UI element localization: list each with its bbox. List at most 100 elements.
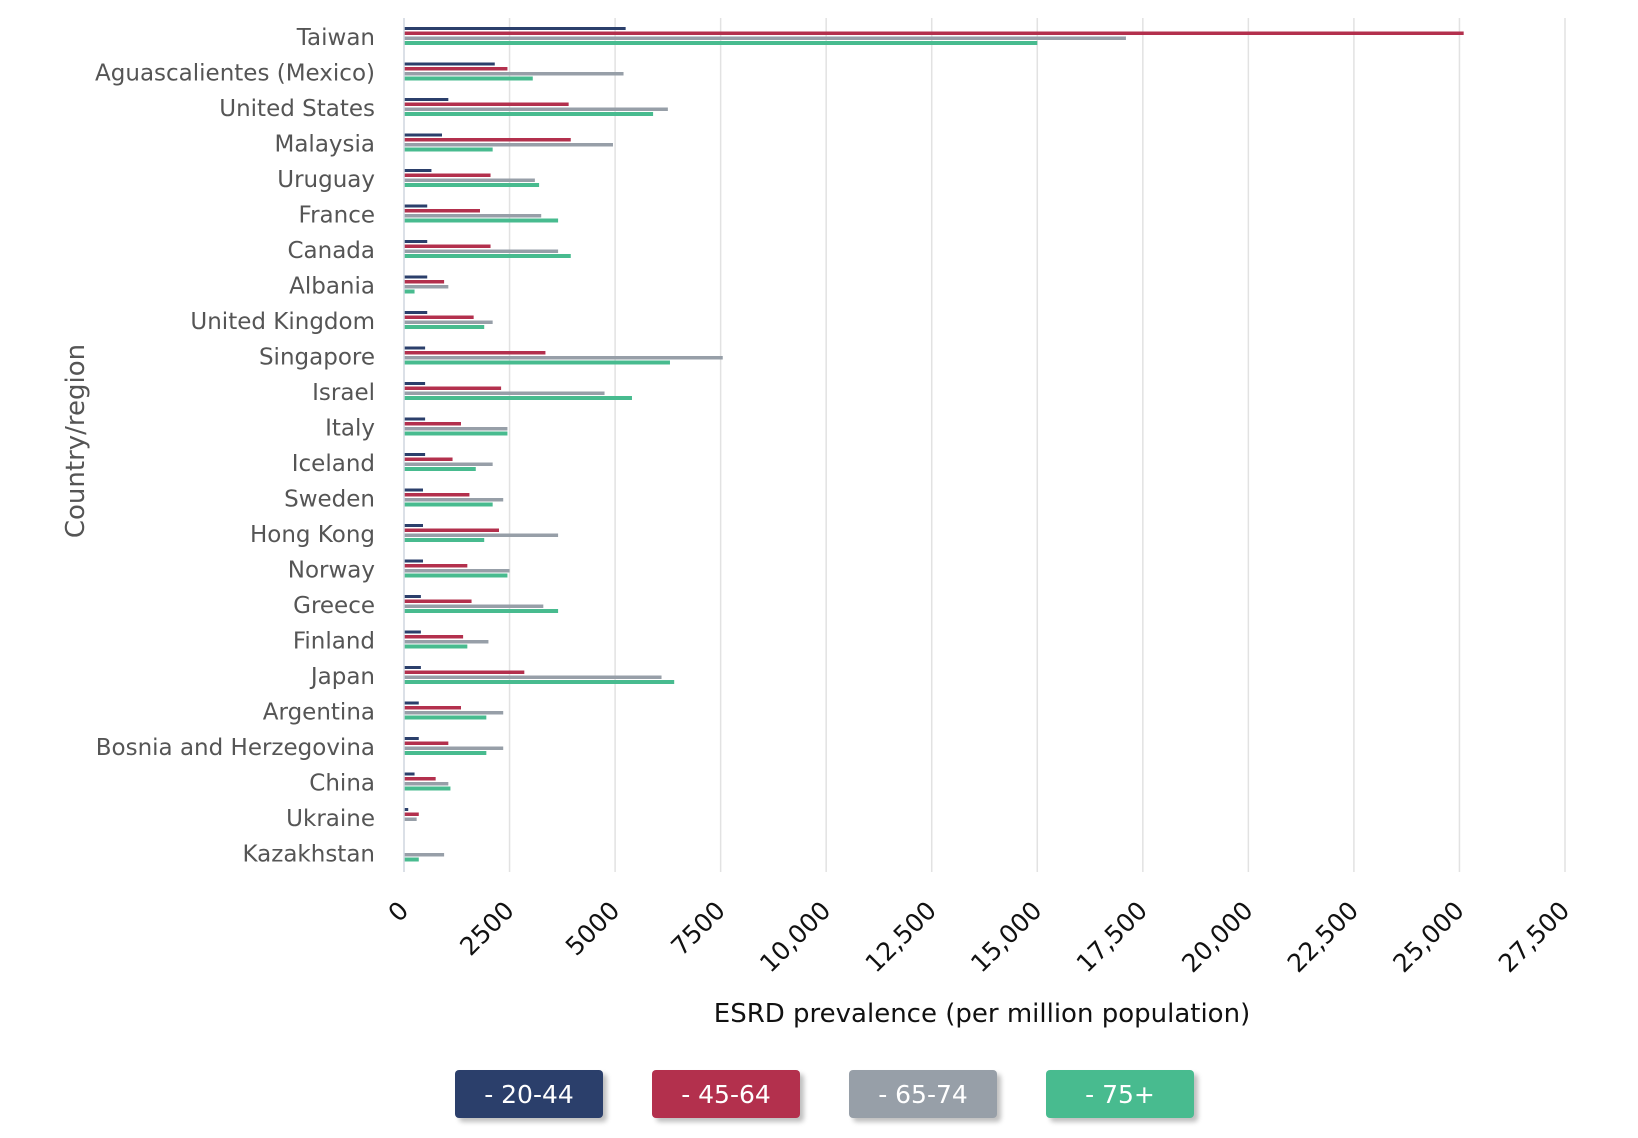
bar-kazakhstan-65-74[interactable] — [404, 853, 445, 857]
bar-bosnia-and-herzegovina-20-44[interactable] — [404, 737, 419, 740]
bar-sweden-65-74[interactable] — [404, 498, 504, 502]
bar-greece-65-74[interactable] — [404, 604, 544, 609]
bar-iceland-65-74[interactable] — [404, 462, 493, 467]
bar-ukraine-45-64[interactable] — [404, 812, 419, 817]
bar-taiwan-65-74[interactable] — [404, 36, 1126, 41]
bar-hong-kong-75+[interactable] — [404, 538, 485, 542]
bar-uruguay-65-74[interactable] — [404, 178, 535, 183]
bar-france-75+[interactable] — [404, 218, 559, 223]
bar-sweden-75+[interactable] — [404, 502, 493, 507]
bar-israel-75+[interactable] — [404, 396, 632, 400]
bar-china-45-64[interactable] — [404, 777, 436, 781]
bar-sweden-45-64[interactable] — [404, 493, 470, 497]
bar-iceland-75+[interactable] — [404, 467, 476, 471]
bar-united-kingdom-75+[interactable] — [404, 325, 485, 329]
bar-malaysia-45-64[interactable] — [404, 138, 571, 142]
bar-israel-45-64[interactable] — [404, 386, 502, 391]
bar-united-states-65-74[interactable] — [404, 107, 668, 112]
bar-argentina-75+[interactable] — [404, 715, 487, 720]
bar-singapore-20-44[interactable] — [404, 346, 426, 350]
bar-finland-65-74[interactable] — [404, 640, 489, 644]
bar-united-kingdom-20-44[interactable] — [404, 311, 428, 314]
bar-taiwan-20-44[interactable] — [404, 27, 626, 30]
bar-greece-75+[interactable] — [404, 609, 559, 613]
bar-malaysia-75+[interactable] — [404, 147, 493, 152]
bar-norway-20-44[interactable] — [404, 559, 423, 563]
bar-uruguay-45-64[interactable] — [404, 173, 491, 178]
bar-albania-75+[interactable] — [404, 289, 415, 294]
bar-israel-20-44[interactable] — [404, 382, 426, 385]
bar-uruguay-75+[interactable] — [404, 183, 540, 187]
bar-china-75+[interactable] — [404, 786, 451, 791]
bar-bosnia-and-herzegovina-75+[interactable] — [404, 751, 487, 755]
bar-canada-45-64[interactable] — [404, 244, 491, 249]
x-tick-label: 7500 — [665, 896, 730, 961]
bar-hong-kong-45-64[interactable] — [404, 528, 499, 533]
bar-united-states-20-44[interactable] — [404, 98, 449, 101]
bar-finland-20-44[interactable] — [404, 630, 421, 634]
bar-singapore-65-74[interactable] — [404, 356, 723, 360]
bar-bosnia-and-herzegovina-65-74[interactable] — [404, 746, 504, 751]
bar-bosnia-and-herzegovina-45-64[interactable] — [404, 741, 449, 746]
bar-greece-20-44[interactable] — [404, 595, 421, 598]
bar-argentina-65-74[interactable] — [404, 711, 504, 715]
bar-italy-75+[interactable] — [404, 431, 508, 436]
bar-greece-45-64[interactable] — [404, 599, 472, 604]
bar-sweden-20-44[interactable] — [404, 488, 423, 492]
bar-italy-20-44[interactable] — [404, 417, 426, 421]
bar-japan-65-74[interactable] — [404, 675, 662, 680]
bar-japan-20-44[interactable] — [404, 666, 421, 669]
bar-argentina-45-64[interactable] — [404, 706, 461, 710]
bar-hong-kong-20-44[interactable] — [404, 524, 423, 527]
legend-item-20-44[interactable]: - 20-44 — [455, 1070, 603, 1118]
bar-iceland-45-64[interactable] — [404, 457, 453, 462]
bar-united-states-75+[interactable] — [404, 112, 654, 116]
bar-norway-65-74[interactable] — [404, 569, 510, 573]
bar-japan-45-64[interactable] — [404, 670, 525, 675]
bar-aguascalientes-mexico--65-74[interactable] — [404, 72, 624, 76]
bar-japan-75+[interactable] — [404, 680, 675, 684]
bar-argentina-20-44[interactable] — [404, 701, 419, 705]
bar-norway-75+[interactable] — [404, 573, 508, 578]
bar-kazakhstan-75+[interactable] — [404, 857, 419, 862]
bar-united-kingdom-45-64[interactable] — [404, 315, 474, 320]
x-tick-label: 2500 — [454, 896, 519, 961]
bar-hong-kong-65-74[interactable] — [404, 533, 559, 538]
legend-item-75plus[interactable]: - 75+ — [1046, 1070, 1194, 1118]
bar-albania-65-74[interactable] — [404, 285, 449, 289]
bar-finland-75+[interactable] — [404, 644, 468, 649]
bar-canada-65-74[interactable] — [404, 249, 559, 254]
bar-united-kingdom-65-74[interactable] — [404, 320, 493, 325]
bar-ukraine-20-44[interactable] — [404, 808, 409, 811]
bar-aguascalientes-mexico--20-44[interactable] — [404, 62, 495, 66]
bar-norway-45-64[interactable] — [404, 564, 468, 568]
bar-canada-75+[interactable] — [404, 254, 571, 258]
bar-aguascalientes-mexico--75+[interactable] — [404, 76, 533, 81]
bar-france-20-44[interactable] — [404, 204, 428, 208]
bar-france-45-64[interactable] — [404, 209, 480, 213]
bar-israel-65-74[interactable] — [404, 391, 605, 396]
bar-malaysia-20-44[interactable] — [404, 133, 442, 137]
legend-item-65-74[interactable]: - 65-74 — [849, 1070, 997, 1118]
bar-taiwan-45-64[interactable] — [404, 31, 1464, 36]
bar-singapore-45-64[interactable] — [404, 351, 546, 355]
bar-italy-45-64[interactable] — [404, 422, 461, 426]
legend-item-45-64[interactable]: - 45-64 — [652, 1070, 800, 1118]
bar-united-states-45-64[interactable] — [404, 102, 569, 107]
bar-taiwan-75+[interactable] — [404, 41, 1038, 45]
bar-singapore-75+[interactable] — [404, 360, 670, 365]
bar-uruguay-20-44[interactable] — [404, 169, 432, 172]
bar-malaysia-65-74[interactable] — [404, 143, 613, 147]
bar-china-65-74[interactable] — [404, 782, 449, 786]
bar-albania-20-44[interactable] — [404, 275, 428, 279]
bar-aguascalientes-mexico--45-64[interactable] — [404, 67, 508, 71]
bar-ukraine-65-74[interactable] — [404, 817, 417, 822]
bar-albania-45-64[interactable] — [404, 280, 445, 284]
bar-finland-45-64[interactable] — [404, 635, 464, 639]
bar-italy-65-74[interactable] — [404, 427, 508, 431]
bar-china-20-44[interactable] — [404, 772, 415, 776]
bar-canada-20-44[interactable] — [404, 240, 428, 243]
bar-iceland-20-44[interactable] — [404, 453, 426, 456]
x-tick-label: 27,500 — [1493, 896, 1575, 978]
bar-france-65-74[interactable] — [404, 214, 542, 218]
